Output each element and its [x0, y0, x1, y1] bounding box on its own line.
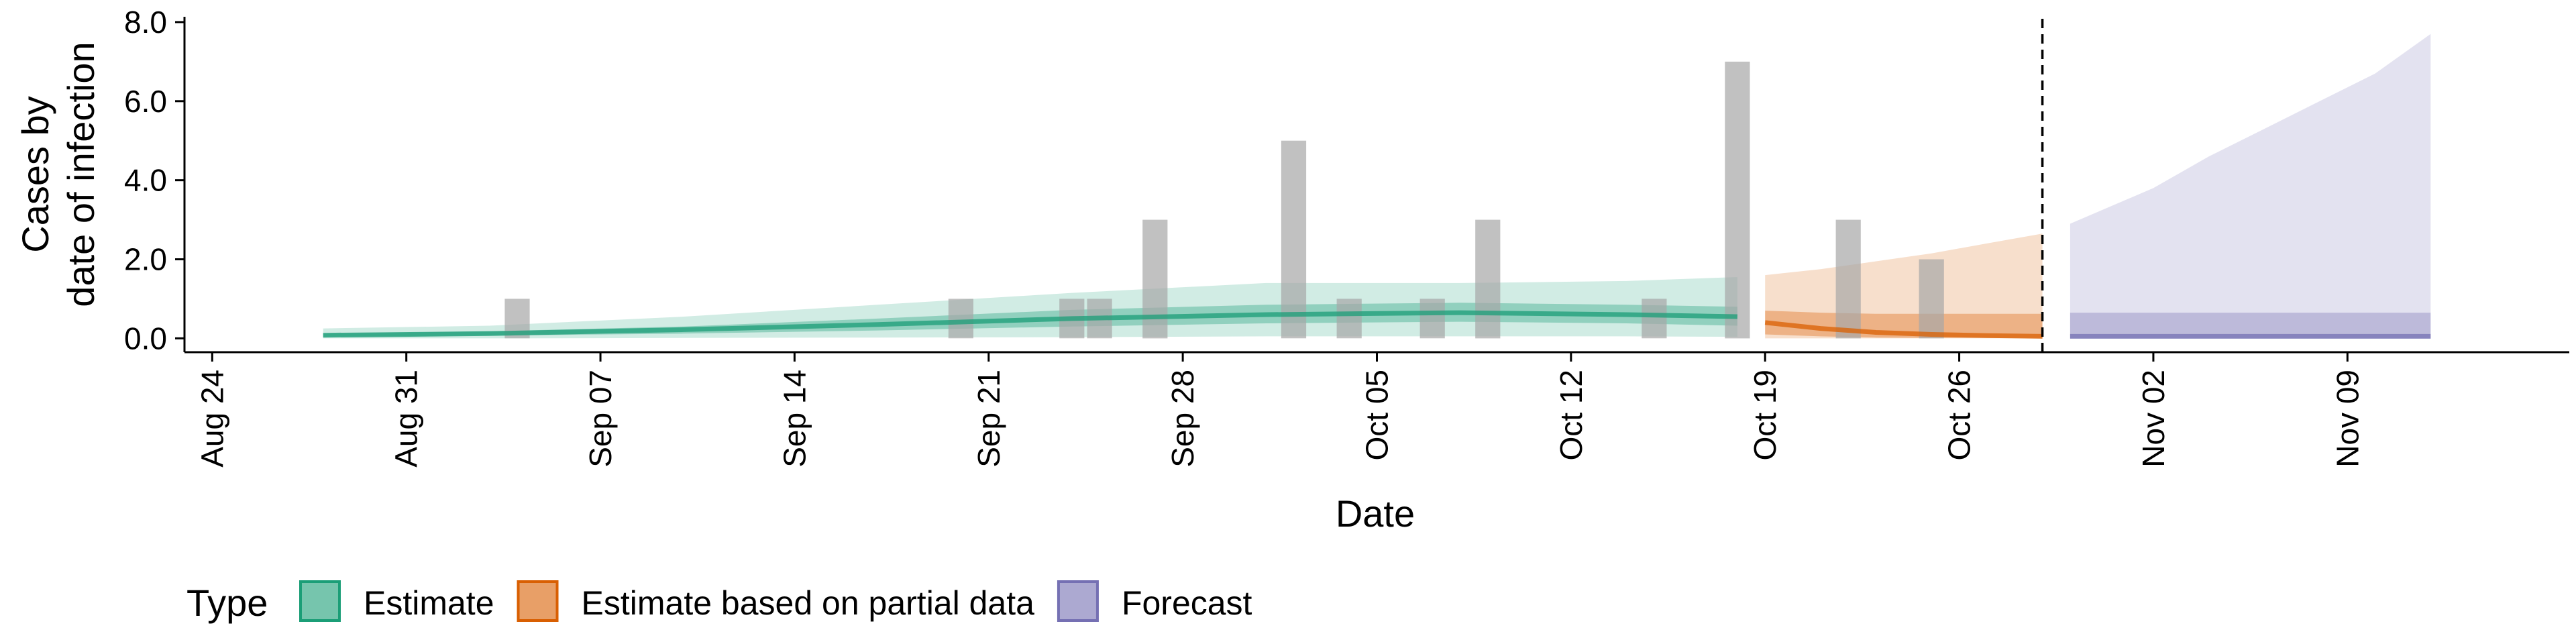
legend-label: Estimate — [364, 584, 494, 622]
y-tick-label: 2.0 — [124, 242, 167, 277]
y-tick-label: 0.0 — [124, 321, 167, 356]
y-axis-title: Cases by date of infection — [14, 42, 102, 307]
legend: Type Estimate Estimate based on partial da… — [186, 580, 1252, 624]
x-tick-label: Oct 19 — [1748, 370, 1782, 461]
ribbons-layer — [323, 34, 2431, 339]
legend-key — [517, 580, 559, 622]
x-tick-label: Sep 21 — [971, 370, 1006, 468]
observed-case-bar — [1725, 61, 1750, 339]
x-tick-label: Sep 28 — [1165, 370, 1200, 468]
x-tick-label: Nov 02 — [2136, 370, 2171, 468]
partial-median-line — [1764, 320, 2043, 339]
forecast-ribbon-50 — [2070, 313, 2431, 339]
observed-case-bar — [1336, 299, 1362, 339]
x-tick-label: Sep 14 — [777, 370, 812, 468]
x-tick-label: Aug 31 — [389, 370, 424, 468]
median-lines-layer — [323, 310, 2431, 339]
observed-case-bar — [1919, 259, 1944, 339]
legend-label: Estimate based on partial data — [582, 584, 1035, 622]
estimate-ribbon-90 — [323, 277, 1737, 339]
forecast-ribbon-90 — [2070, 34, 2431, 339]
observed-case-bar — [1475, 219, 1501, 339]
observed-case-bar — [1835, 219, 1861, 339]
estimate-median-line — [323, 310, 1737, 338]
x-axis-title: Date — [1336, 492, 1415, 535]
legend-key — [1057, 580, 1099, 622]
y-tick-label: 6.0 — [124, 84, 167, 119]
legend-label: Forecast — [1122, 584, 1252, 622]
x-tick-label: Sep 07 — [583, 370, 618, 468]
x-tick-label: Oct 05 — [1360, 370, 1395, 461]
legend-key — [299, 580, 341, 622]
observed-case-bar — [1142, 219, 1168, 339]
observed-case-bar — [1419, 299, 1445, 339]
x-tick-label: Aug 24 — [195, 370, 229, 468]
observed-case-bar — [1281, 140, 1307, 339]
x-tick-label: Nov 09 — [2330, 370, 2365, 468]
x-tick-label: Oct 12 — [1554, 370, 1589, 461]
observed-case-bar — [1642, 299, 1667, 339]
y-axis-title-line-1: Cases by — [14, 96, 56, 252]
partial-ribbon-90 — [1765, 233, 2043, 339]
observed-case-bar — [948, 299, 973, 339]
x-tick-label: Oct 26 — [1942, 370, 1977, 461]
legend-title: Type — [186, 582, 268, 624]
y-tick-label: 4.0 — [124, 163, 167, 198]
axes-layer: 0.0 2.0 4.0 6.0 8.0 Aug 24 Aug 31 Sep 07 Sep 14 S… — [124, 5, 2569, 468]
y-axis-title-line-2: date of infection — [60, 42, 102, 307]
y-tick-label: 8.0 — [124, 5, 167, 40]
